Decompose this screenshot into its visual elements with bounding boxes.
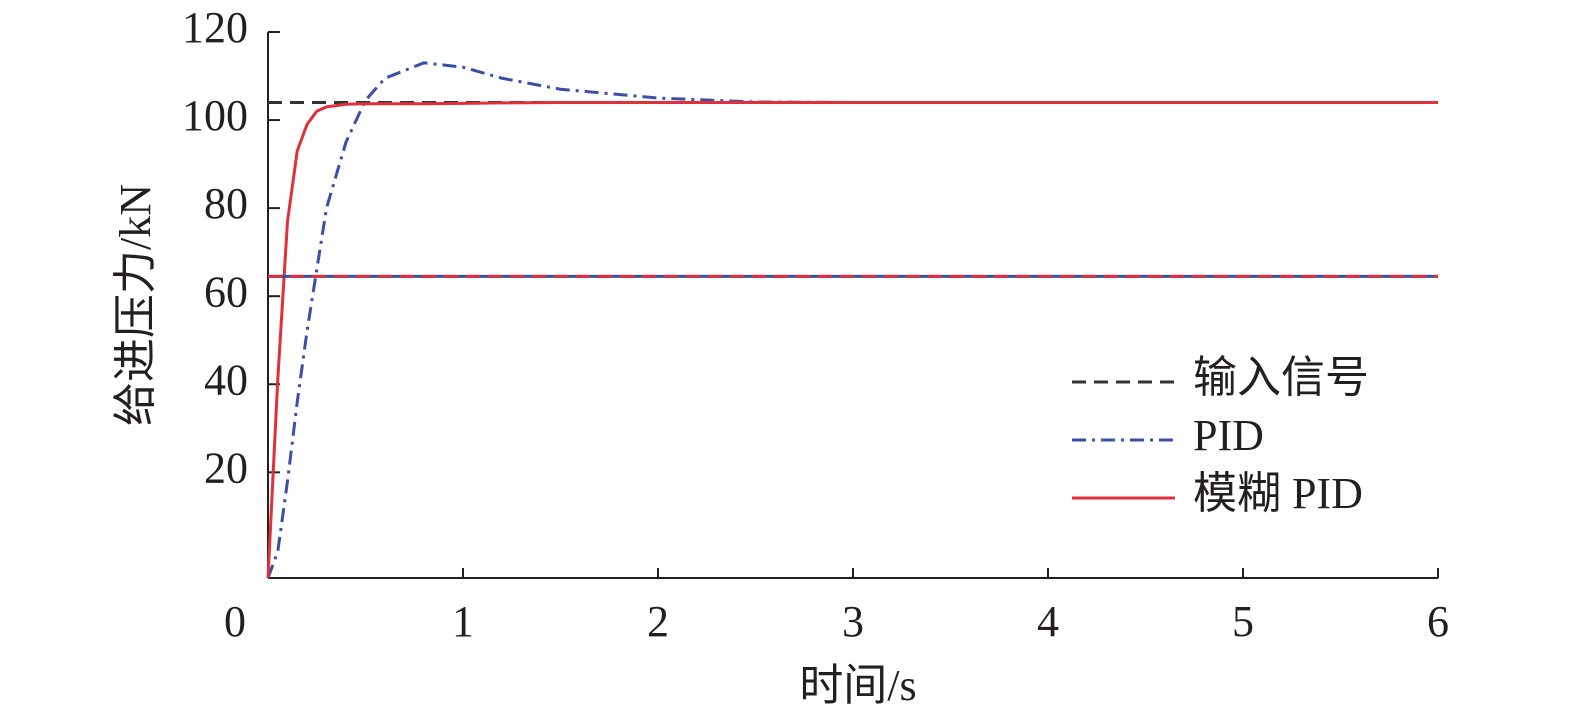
x-tick-label: 1	[452, 597, 474, 646]
x-axis-label: 时间/s	[799, 661, 916, 710]
x-tick-label: 6	[1427, 597, 1449, 646]
series-line	[266, 100, 1438, 579]
x-tick-label: 5	[1232, 597, 1254, 646]
y-tick-label: 80	[204, 179, 248, 228]
y-tick-label: 100	[182, 91, 248, 140]
x-tick-label: 4	[1037, 597, 1059, 646]
y-tick-label: 20	[204, 443, 248, 492]
x-tick-label: 3	[842, 597, 864, 646]
y-tick-label: 120	[182, 3, 248, 52]
y-axis-label: 给进压力/kN	[111, 184, 160, 426]
legend-label: PID	[1193, 411, 1264, 460]
x-tick-label: 2	[647, 597, 669, 646]
y-tick-label: 40	[204, 355, 248, 404]
y-tick-label: 60	[204, 267, 248, 316]
x-tick-label: 0	[224, 597, 246, 646]
legend-label: 输入信号	[1193, 353, 1369, 402]
legend-label: 模糊 PID	[1193, 469, 1363, 518]
